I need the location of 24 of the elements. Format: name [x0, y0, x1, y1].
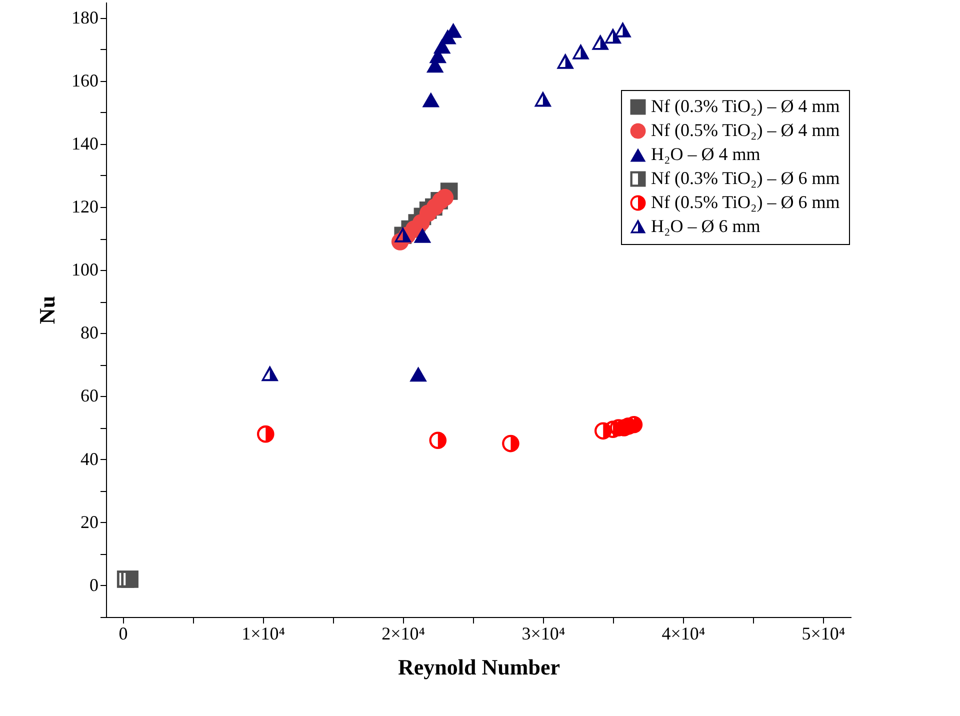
legend-label: H₂O – Ø 6 mm	[651, 216, 760, 236]
y-tick-label: 0	[90, 574, 98, 595]
y-tick-label: 120	[72, 196, 98, 216]
y-tick-label: 20	[80, 512, 98, 532]
y-axis-title: Nu	[34, 296, 60, 324]
x-tick-label: 2×10⁴	[382, 624, 426, 644]
y-tick-label: 40	[80, 448, 98, 469]
legend-label: Nf (0.3% TiO₂) – Ø 6 mm	[651, 168, 840, 188]
y-tick-label: 80	[80, 322, 98, 343]
y-tick-label: 180	[72, 7, 98, 28]
legend-label: Nf (0.3% TiO₂) – Ø 4 mm	[651, 96, 840, 116]
x-tick-label: 1×10⁴	[242, 624, 286, 644]
legend-label: Nf (0.5% TiO₂) – Ø 6 mm	[651, 192, 840, 212]
y-tick-label: 60	[80, 386, 98, 406]
legend-label: H₂O – Ø 4 mm	[651, 144, 760, 164]
y-tick-label: 160	[72, 70, 98, 90]
x-tick-label: 5×10⁴	[802, 624, 846, 644]
x-tick-label: 4×10⁴	[662, 624, 706, 644]
y-tick-label: 100	[72, 260, 98, 280]
x-tick-label: 0	[118, 624, 128, 644]
y-tick-label: 140	[72, 133, 98, 154]
x-tick-label: 3×10⁴	[522, 624, 566, 644]
legend-label: Nf (0.5% TiO₂) – Ø 4 mm	[651, 120, 840, 140]
x-axis-title: Reynold Number	[398, 654, 560, 680]
